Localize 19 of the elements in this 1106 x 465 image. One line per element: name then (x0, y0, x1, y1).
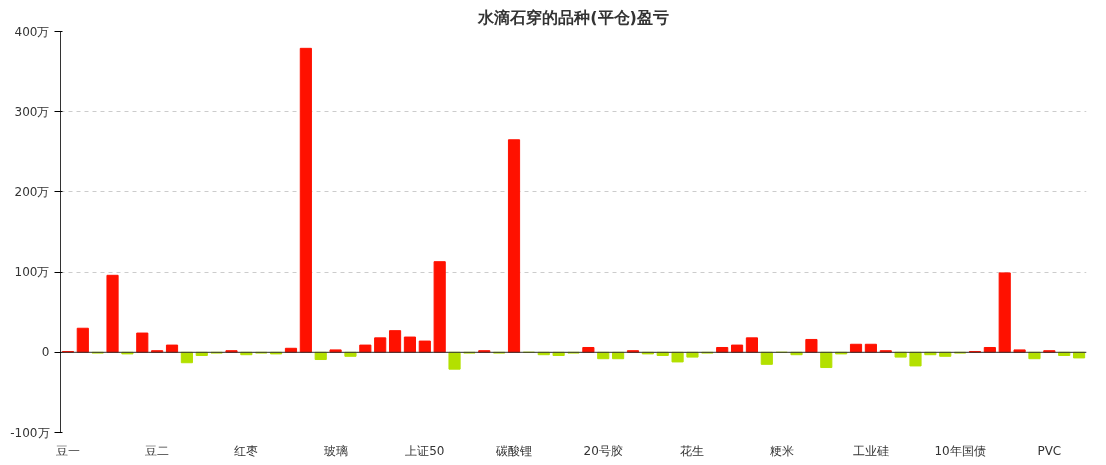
x-tick-label: 粳米 (769, 443, 794, 458)
x-tick-label: 20号胶 (583, 443, 623, 458)
y-tick-label: -100万 (10, 425, 50, 440)
chart-title: 水滴石穿的品种(平仓)盈亏 (477, 7, 669, 27)
y-tick-label: 200万 (14, 184, 50, 199)
x-tick-label: 碳酸锂 (495, 443, 533, 458)
x-tick-label: 10年国债 (934, 443, 986, 458)
x-tick-label: 红枣 (234, 443, 259, 458)
x-tick-label: 豆二 (145, 443, 170, 458)
y-tick-label: 100万 (14, 265, 50, 280)
x-tick-label: 工业硅 (852, 443, 889, 458)
y-tick-label: 0 (41, 345, 50, 360)
y-tick-label: 400万 (14, 24, 50, 39)
y-tick-label: 300万 (14, 104, 50, 119)
x-tick-label: 上证50 (405, 443, 445, 458)
x-tick-label: 花生 (680, 443, 705, 458)
x-tick-label: 玻璃 (323, 443, 348, 458)
x-tick-label: 豆一 (55, 443, 80, 458)
x-tick-label: PVC (1037, 443, 1062, 458)
